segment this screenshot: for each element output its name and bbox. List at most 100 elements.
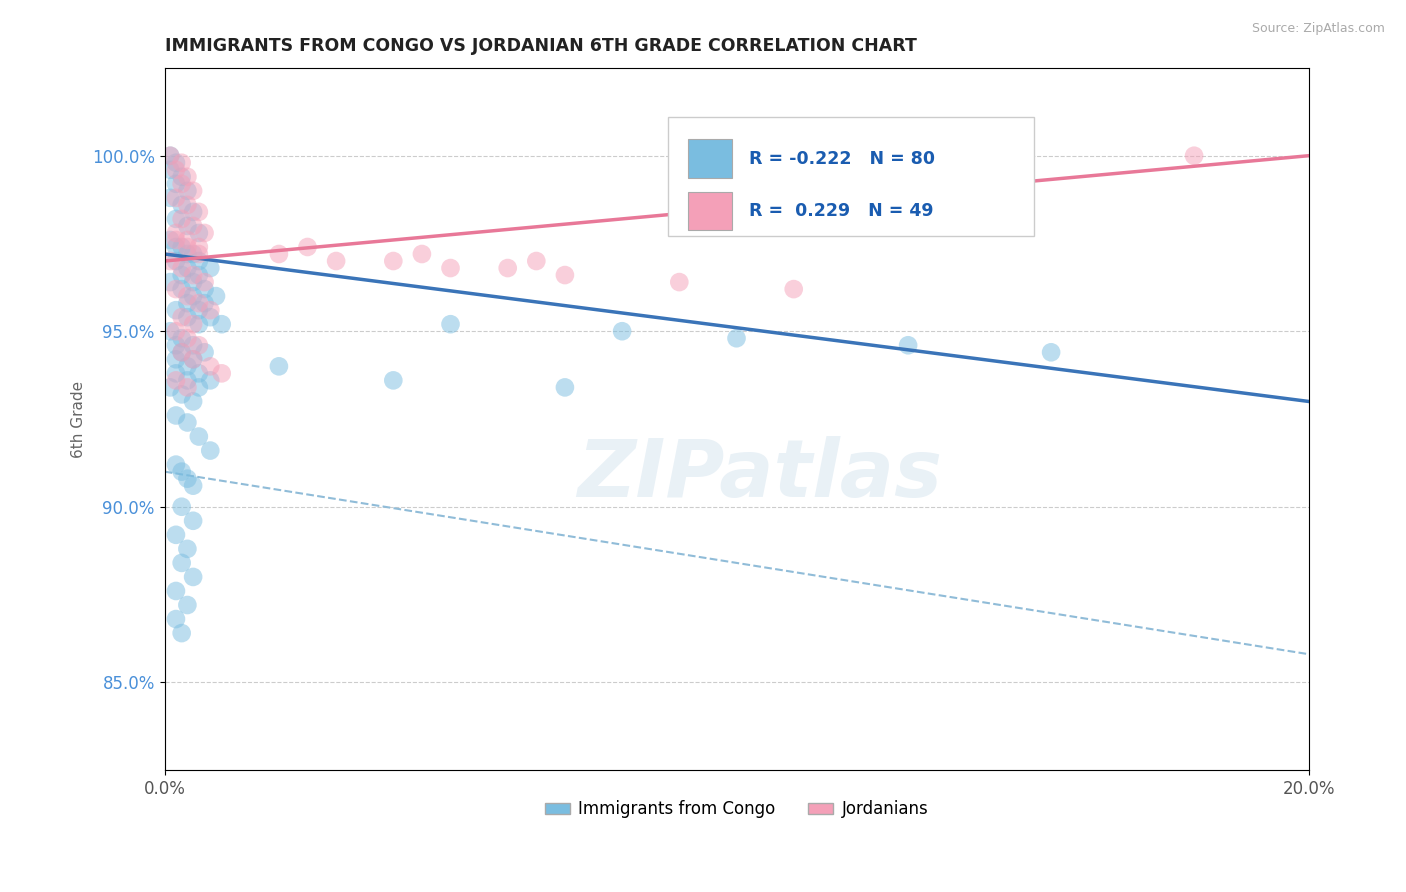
Point [187,226,209,240]
Point [187,317,209,331]
Point [187,268,209,282]
Point [187,303,209,318]
Point [187,380,209,394]
Point [170,198,193,212]
Point [165,226,187,240]
Point [193,345,215,359]
Point [176,373,198,387]
Point [176,289,198,303]
Point [165,254,187,268]
Point [181,205,204,219]
Point [176,598,198,612]
Text: R = -0.222   N = 80: R = -0.222 N = 80 [749,150,935,168]
Point [170,345,193,359]
Point [170,211,193,226]
Point [170,155,193,169]
Point [181,352,204,367]
Point [187,240,209,254]
Point [411,247,433,261]
Point [325,254,347,268]
Point [181,184,204,198]
Point [170,387,193,401]
Point [165,324,187,338]
Point [187,247,209,261]
Point [176,416,198,430]
Y-axis label: 6th Grade: 6th Grade [72,380,86,458]
Text: IMMIGRANTS FROM CONGO VS JORDANIAN 6TH GRADE CORRELATION CHART: IMMIGRANTS FROM CONGO VS JORDANIAN 6TH G… [165,37,917,55]
Point [159,149,181,163]
Point [159,275,181,289]
Point [200,260,222,275]
Point [554,268,576,282]
Point [159,233,181,247]
Point [165,240,187,254]
Point [165,191,187,205]
Point [211,317,233,331]
Point [297,240,319,254]
Point [211,367,233,381]
Point [187,367,209,381]
Point [159,162,181,177]
Point [382,373,405,387]
Point [187,205,209,219]
Point [181,338,204,352]
Point [200,373,222,387]
Point [181,352,204,367]
Point [267,247,290,261]
Point [200,359,222,374]
Point [165,303,187,318]
Point [170,345,193,359]
Text: Source: ZipAtlas.com: Source: ZipAtlas.com [1251,22,1385,36]
Point [181,268,204,282]
Point [181,514,204,528]
Point [267,359,290,374]
Point [170,465,193,479]
Point [170,500,193,514]
Point [170,177,193,191]
Point [165,177,187,191]
Point [176,219,198,233]
Point [176,260,198,275]
Point [165,352,187,367]
Point [176,184,198,198]
Point [176,240,198,254]
Point [170,626,193,640]
Point [176,247,198,261]
Point [170,310,193,325]
Point [176,310,198,325]
Point [176,359,198,374]
Point [176,331,198,345]
Point [382,254,405,268]
Point [165,338,187,352]
Point [181,219,204,233]
Point [193,275,215,289]
Point [159,149,181,163]
Point [159,380,181,394]
Point [200,303,222,318]
Point [181,570,204,584]
Point [897,338,920,352]
Point [170,268,193,282]
Legend: Immigrants from Congo, Jordanians: Immigrants from Congo, Jordanians [538,794,935,825]
Point [181,247,204,261]
Point [176,169,198,184]
Point [193,296,215,310]
Point [783,282,806,296]
Point [193,226,215,240]
Point [193,282,215,296]
Point [725,331,748,345]
Point [554,380,576,394]
Point [165,233,187,247]
Point [176,541,198,556]
Point [165,162,187,177]
Point [187,338,209,352]
Point [176,472,198,486]
Point [170,240,193,254]
Point [668,275,690,289]
Point [165,373,187,387]
Point [439,317,461,331]
Point [159,254,181,268]
Point [181,394,204,409]
Point [170,556,193,570]
Point [170,331,193,345]
